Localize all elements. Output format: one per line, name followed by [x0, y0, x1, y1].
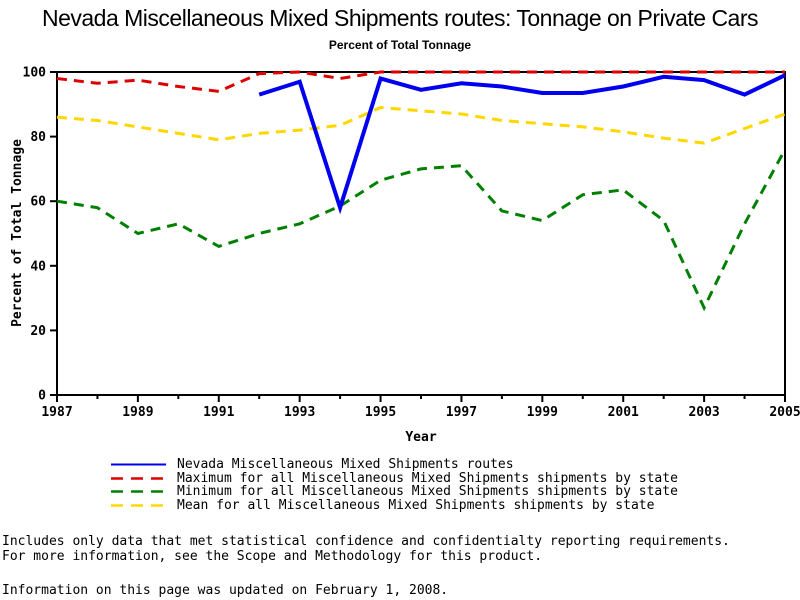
chart-title: Nevada Miscellaneous Mixed Shipments rou… — [41, 5, 759, 31]
plot-area: 0 20 40 60 80 100 1987 1989 1991 1993 1995 1997 1999… — [23, 66, 800, 421]
series-line-2 — [56, 148, 787, 312]
legend-label-maximum: Maximum for all Miscellaneous Mixed Ship… — [177, 470, 678, 486]
legend-line-minimum-icon — [111, 490, 166, 493]
x-tick-label: 1993 — [284, 405, 315, 420]
y-tick-label: 20 — [30, 324, 46, 339]
x-tick-label: 1991 — [203, 405, 234, 420]
legend-item-mean: Mean for all Miscellaneous Mixed Shipmen… — [110, 497, 678, 513]
legend-item-minimum: Minimum for all Miscellaneous Mixed Ship… — [110, 484, 678, 500]
x-tick-label: 2005 — [769, 405, 800, 420]
footnote-updated: Information on this page was updated on … — [2, 583, 449, 598]
y-tick-label: 0 — [38, 389, 46, 404]
y-tick-label: 60 — [30, 195, 46, 210]
plot-frame — [56, 71, 786, 396]
y-tick-label: 100 — [23, 66, 47, 81]
footnote-line-2: For more information, see the Scope and … — [2, 549, 543, 564]
x-tick-label: 1995 — [365, 405, 396, 420]
y-tick-label: 40 — [30, 259, 46, 274]
legend-line-mean-icon — [111, 504, 166, 507]
legend-label-minimum: Minimum for all Miscellaneous Mixed Ship… — [177, 484, 678, 500]
legend-item-nevada: Nevada Miscellaneous Mixed Shipments rou… — [110, 457, 678, 473]
series-line-3 — [56, 105, 786, 145]
chart-subtitle: Percent of Total Tonnage — [328, 38, 472, 52]
x-tick-label: 2001 — [608, 405, 639, 420]
legend: Nevada Miscellaneous Mixed Shipments rou… — [110, 457, 678, 513]
y-tick-label: 80 — [30, 130, 46, 145]
x-tick-label: 1999 — [527, 405, 558, 420]
series-line-0 — [258, 73, 786, 215]
x-tick-label: 1997 — [446, 405, 477, 420]
x-tick-label: 1989 — [122, 405, 153, 420]
footnote-block: Includes only data that met statistical … — [2, 534, 730, 564]
footnote-line-1: Includes only data that met statistical … — [2, 534, 730, 549]
legend-label-nevada: Nevada Miscellaneous Mixed Shipments rou… — [177, 457, 514, 473]
series-line-1 — [56, 70, 785, 93]
x-tick-label: 2003 — [688, 405, 719, 420]
legend-item-maximum: Maximum for all Miscellaneous Mixed Ship… — [110, 470, 678, 486]
legend-label-mean: Mean for all Miscellaneous Mixed Shipmen… — [177, 497, 655, 513]
legend-line-maximum-icon — [111, 477, 166, 480]
x-axis-title: Year — [405, 430, 437, 445]
legend-line-nevada-icon — [111, 463, 166, 466]
y-axis-title: Percent of Total Tonnage — [10, 139, 25, 327]
x-tick-label: 1987 — [41, 405, 72, 420]
